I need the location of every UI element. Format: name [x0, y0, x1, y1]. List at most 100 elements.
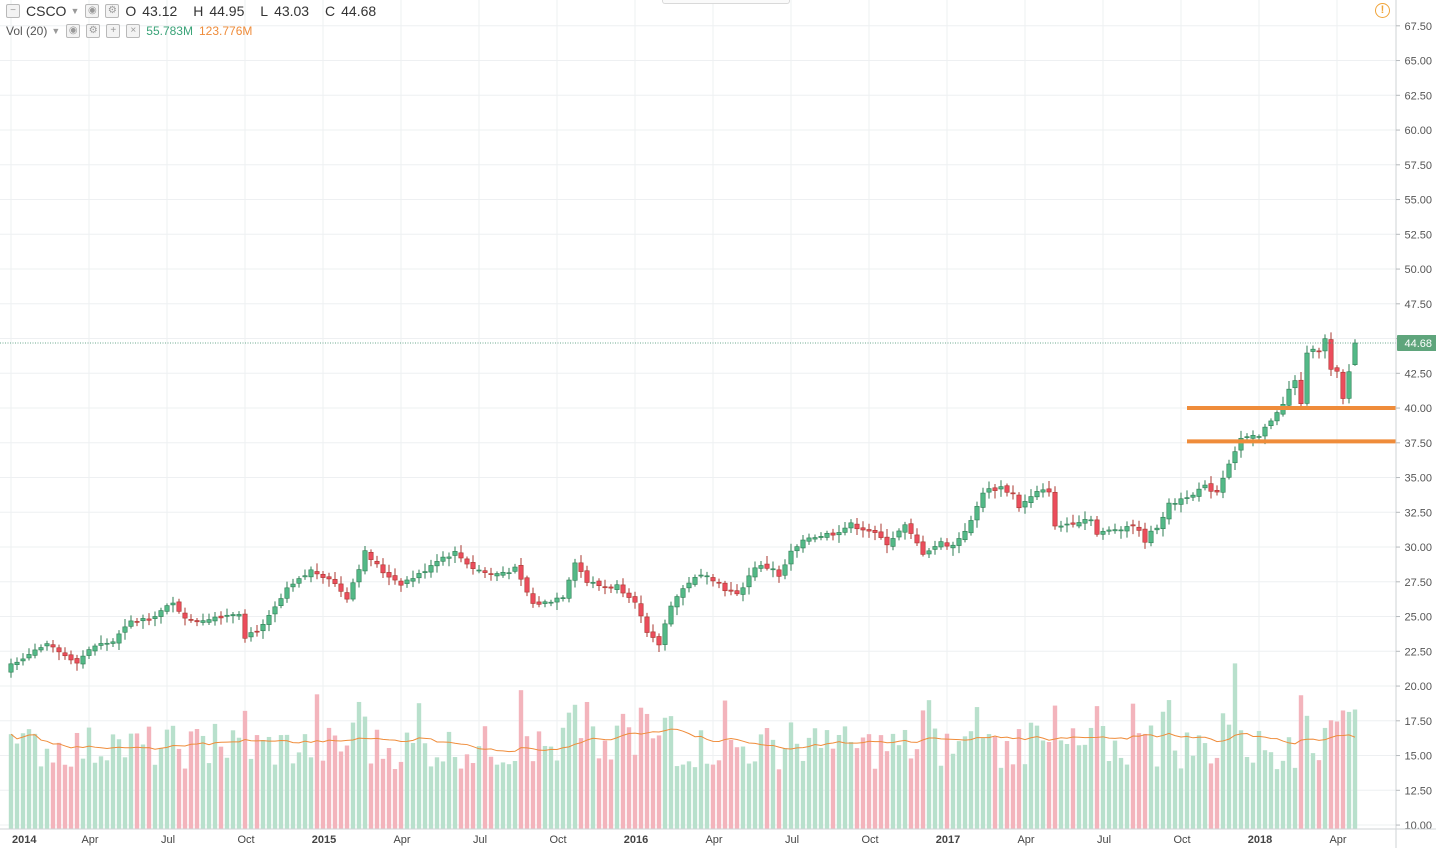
volume-bar [716, 760, 722, 829]
candle-body [482, 570, 488, 573]
candle-body [1220, 477, 1226, 493]
candle [446, 552, 452, 567]
candle [416, 569, 422, 584]
volume-label[interactable]: Vol (20) [6, 24, 48, 38]
last-price-badge [1397, 335, 1436, 351]
candle-body [962, 530, 968, 541]
candle-body [362, 550, 368, 572]
volume-bar [680, 764, 686, 829]
volume-bar [272, 764, 278, 829]
price-tick-label: 37.50 [1404, 438, 1432, 450]
candle [1226, 459, 1232, 480]
volume-bar [1166, 700, 1172, 829]
candle [566, 577, 572, 603]
candle [626, 588, 632, 604]
candle-body [206, 619, 212, 623]
candle [1010, 485, 1016, 500]
volume-bar [608, 759, 614, 829]
volume-bar [806, 737, 812, 829]
candle-body [26, 654, 32, 659]
price-tick-label: 20.00 [1404, 681, 1432, 693]
candle-body [14, 661, 20, 666]
volume-bar [566, 712, 572, 829]
candle-body [956, 538, 962, 546]
volume-bar [914, 749, 920, 829]
volume-bar [1322, 727, 1328, 829]
candle-body [1010, 492, 1016, 495]
volume-bar [752, 761, 758, 829]
candle [1202, 480, 1208, 491]
close-icon[interactable]: × [126, 24, 141, 38]
candle [488, 567, 494, 581]
candle-body [188, 619, 194, 621]
candle-body [656, 636, 662, 646]
candle [92, 643, 98, 656]
candle-body [992, 487, 998, 491]
candle [950, 541, 956, 556]
candle-body [944, 542, 950, 547]
time-axis: 2014 Apr Jul Oct 2015 Apr Jul Oct 2016 Apr Jul Oct 2… [0, 828, 1436, 846]
candle [554, 592, 560, 611]
candle-body [296, 578, 302, 584]
add-icon[interactable]: + [106, 24, 121, 38]
chart-top-tab[interactable] [662, 0, 790, 4]
candle-body [8, 663, 14, 673]
candle-body [410, 578, 416, 582]
volume-bar [266, 736, 272, 829]
candle [1040, 483, 1046, 498]
candle [284, 581, 290, 603]
candle [494, 571, 500, 582]
warning-icon[interactable]: ! [1375, 3, 1390, 18]
volume-value: 55.783M [146, 24, 193, 38]
candle-body [1076, 522, 1082, 527]
gear-icon[interactable]: ⚙ [86, 24, 101, 38]
candle [680, 585, 686, 606]
candle-body [80, 655, 86, 665]
candle [1082, 511, 1088, 531]
collapse-icon[interactable]: − [6, 4, 20, 18]
volume-bar [1088, 727, 1094, 829]
chevron-down-icon[interactable]: ▼ [51, 26, 61, 36]
volume-bar [44, 748, 50, 829]
volume-bar [218, 746, 224, 829]
volume-bar [932, 728, 938, 829]
candle-body [542, 601, 548, 604]
symbol-label[interactable]: CSCO [26, 3, 67, 19]
volume-bar [1064, 743, 1070, 829]
candle-body [698, 574, 704, 577]
candle-body [1094, 519, 1100, 535]
volume-bar [410, 742, 416, 829]
candle-body [824, 532, 830, 538]
volume-bar [1304, 715, 1310, 829]
candle-body [1190, 494, 1196, 498]
price-tick-label: 35.00 [1404, 473, 1432, 485]
volume-bar [278, 735, 284, 829]
volume-bar [692, 767, 698, 829]
volume-bar [116, 739, 122, 829]
candle [920, 535, 926, 557]
candle-body [452, 551, 458, 556]
candle [1184, 490, 1190, 505]
volume-bar [74, 732, 80, 829]
close-label: C [325, 3, 336, 19]
candle [602, 579, 608, 595]
volume-bar [674, 766, 680, 829]
candle-body [674, 596, 680, 608]
volume-bar [482, 726, 488, 829]
candle [212, 611, 218, 626]
eye-icon[interactable]: ◉ [66, 24, 81, 38]
candle-body [722, 582, 728, 592]
gear-icon[interactable]: ⚙ [105, 4, 120, 18]
chevron-down-icon[interactable]: ▼ [70, 6, 80, 16]
volume-bar [362, 716, 368, 829]
candle [614, 580, 620, 594]
candle [26, 648, 32, 661]
eye-icon[interactable]: ◉ [85, 4, 100, 18]
candle-body [1160, 516, 1166, 530]
candle-body [242, 613, 248, 639]
volume-bar [1004, 741, 1010, 829]
volume-bar [974, 707, 980, 829]
volume-bar [1298, 695, 1304, 829]
